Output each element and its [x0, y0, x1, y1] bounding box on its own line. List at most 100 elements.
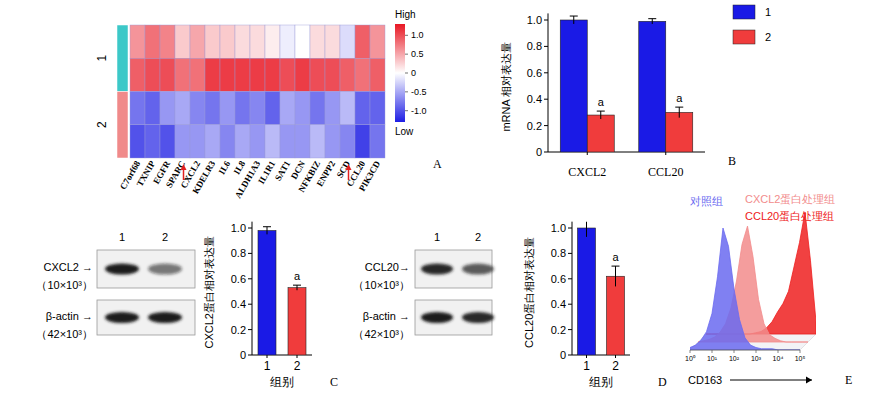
- x-axis-label: CD163: [688, 374, 722, 386]
- blot-box: [97, 300, 195, 335]
- y-tick: [248, 304, 252, 305]
- significance: a: [676, 92, 683, 104]
- heat-cell: [145, 125, 160, 158]
- band: [148, 312, 182, 323]
- lane-label: 1: [434, 231, 440, 243]
- band-label: β-actin →: [363, 310, 410, 322]
- error-bar: [263, 227, 271, 235]
- band: [462, 312, 494, 323]
- heat-cell: [220, 58, 235, 91]
- bar: [288, 288, 306, 355]
- x-tick-label: CXCL2: [568, 165, 606, 179]
- group-bar: [117, 92, 128, 159]
- y-tick: [544, 72, 548, 73]
- heat-cell: [280, 92, 295, 125]
- x-tick-label: 10⁰: [685, 355, 696, 362]
- y-tick-label: 0.8: [551, 247, 566, 259]
- heat-cell: [190, 92, 205, 125]
- y-tick-label: 1.0: [231, 222, 246, 234]
- y-tick: [544, 152, 548, 153]
- heat-cell: [145, 58, 160, 91]
- axis-arrow-head: [806, 377, 812, 384]
- error-line: [297, 285, 298, 290]
- y-tick: [544, 125, 548, 126]
- colorbar-tick: [405, 35, 408, 36]
- blot-box: [97, 250, 195, 288]
- y-axis-label: CXCL2蛋白相对表达量: [203, 236, 215, 348]
- error-line: [267, 227, 268, 235]
- y-tick: [544, 46, 548, 47]
- y-tick: [248, 253, 252, 254]
- error-cap: [597, 111, 605, 112]
- histograms: [690, 212, 816, 350]
- y-tick: [544, 20, 548, 21]
- legend-label: CXCL2蛋白处理组: [745, 193, 835, 205]
- bar-panel: 00.20.40.60.81.0CCL20蛋白相对表达量12组别aD: [523, 219, 667, 389]
- x-axis-label: 组别: [270, 375, 294, 389]
- y-tick-label: 0.2: [231, 324, 246, 336]
- heat-cell: [160, 92, 175, 125]
- error-line: [652, 19, 653, 24]
- gene-label: PIK3CD: [357, 159, 383, 193]
- y-tick-label: 0.2: [527, 120, 542, 132]
- x-tick-label: 10⁵: [795, 355, 806, 362]
- heat-cell: [160, 25, 175, 58]
- heat-cell: [265, 25, 280, 58]
- error-cap: [675, 107, 683, 108]
- legend-swatch: [733, 30, 755, 44]
- flow-panel: 10⁰10¹10²10³10⁴10⁵CD163对照组CXCL2蛋白处理组CCL2…: [685, 193, 852, 387]
- heat-cell: [295, 25, 310, 58]
- colorbar-tick: [405, 110, 408, 111]
- bars: [258, 227, 306, 355]
- heat-cell: [205, 58, 220, 91]
- legend-label: 2: [765, 31, 771, 43]
- band-size: （10×10³）: [353, 279, 410, 291]
- x-tick: [586, 355, 587, 358]
- y-tick: [248, 329, 252, 330]
- legend-label: CCL20蛋白处理组: [745, 210, 834, 222]
- x-tick: [615, 355, 616, 358]
- y-tick-label: 0.6: [551, 273, 566, 285]
- y-tick-label: 1.0: [527, 14, 542, 26]
- error-cap: [570, 16, 578, 17]
- arrow-head: [181, 164, 187, 170]
- gene-label: ENPP2: [315, 159, 338, 189]
- error-line: [586, 222, 587, 237]
- x-tick-label: 1: [264, 359, 271, 373]
- y-tick-label: 0.4: [231, 298, 246, 310]
- colorbar-high: High: [395, 9, 416, 20]
- heat-cell: [370, 125, 385, 158]
- colorbar-tick: [405, 73, 408, 74]
- heat-cell: [220, 125, 235, 158]
- x-axis: [690, 350, 800, 351]
- heat-cell: [355, 92, 370, 125]
- y-tick-label: 0.6: [231, 273, 246, 285]
- heat-cell: [235, 92, 250, 125]
- gene-label: IL1R1: [256, 159, 277, 186]
- x-tick-label: 10⁴: [773, 355, 784, 362]
- heat-cell: [175, 92, 190, 125]
- colorbar: [395, 24, 405, 122]
- error-bar: [648, 19, 656, 24]
- group-label: 1: [95, 55, 109, 62]
- x-tick: [712, 350, 713, 353]
- band: [105, 264, 139, 275]
- bar: [560, 20, 587, 152]
- y-tick: [568, 329, 572, 330]
- annotations: aa: [598, 92, 684, 108]
- y-tick: [248, 278, 252, 279]
- x-tick: [690, 350, 691, 353]
- significance: a: [294, 270, 301, 282]
- heat-cell: [235, 125, 250, 158]
- error-cap: [293, 285, 301, 286]
- axis-arrow: [730, 380, 812, 381]
- x-tick-label: 10³: [751, 355, 762, 362]
- heat-cell: [145, 25, 160, 58]
- y-tick: [248, 228, 252, 229]
- heat-cell: [265, 58, 280, 91]
- heat-cell: [130, 92, 145, 125]
- heat-cell: [220, 92, 235, 125]
- heat-cell: [265, 125, 280, 158]
- x-tick-label: 10²: [729, 355, 740, 362]
- y-tick: [568, 278, 572, 279]
